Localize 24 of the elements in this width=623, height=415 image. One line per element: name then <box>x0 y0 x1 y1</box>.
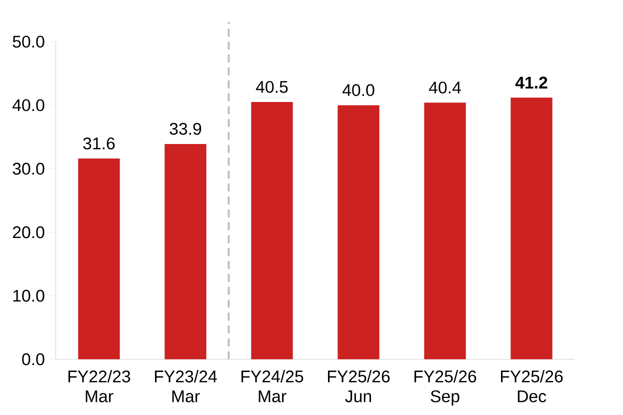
x-tick-label: FY25/26 Dec <box>501 370 563 402</box>
y-tick-label: 20.0 <box>12 226 44 238</box>
data-label: 40.4 <box>428 82 461 94</box>
bar <box>510 98 552 360</box>
y-tick-label: 10.0 <box>13 290 44 302</box>
bar <box>78 158 120 360</box>
data-label: 33.9 <box>170 122 202 135</box>
y-tick-label: 50.0 <box>12 36 44 48</box>
x-tick-label: FY25/26 Jun <box>328 370 390 402</box>
y-tick-label: 0.0 <box>22 353 44 366</box>
y-tick-label: 40.0 <box>12 99 44 112</box>
x-tick-label: FY24/25 Mar <box>241 370 304 402</box>
data-label: 40.0 <box>342 84 374 96</box>
data-label: 41.2 <box>515 76 548 89</box>
x-tick-label: FY25/26 Sep <box>414 370 476 406</box>
data-label: 40.5 <box>256 81 288 93</box>
bar <box>251 102 293 360</box>
x-tick-label: FY23/24 Mar <box>154 370 217 402</box>
y-tick-label: 30.0 <box>12 162 44 175</box>
x-tick-label: FY22/23 Mar <box>68 370 130 402</box>
bar <box>424 102 466 360</box>
bar <box>164 144 206 360</box>
data-label: 31.6 <box>83 138 115 150</box>
bar <box>338 105 380 360</box>
